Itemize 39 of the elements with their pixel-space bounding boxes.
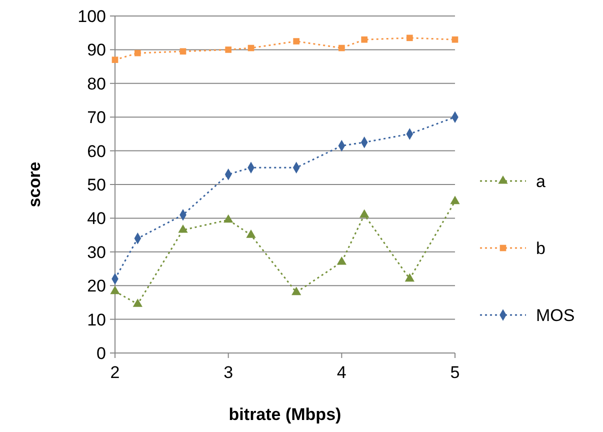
y-tick-label: 50 bbox=[87, 175, 106, 194]
y-tick-label: 70 bbox=[87, 108, 106, 128]
x-tick-label: 3 bbox=[224, 363, 234, 382]
point bbox=[178, 224, 188, 233]
point bbox=[406, 34, 413, 42]
y-tick-label: 20 bbox=[87, 276, 106, 296]
y-axis-title: score bbox=[25, 162, 44, 208]
y-tick-label: 40 bbox=[87, 209, 106, 228]
point bbox=[134, 50, 141, 56]
point bbox=[292, 286, 302, 296]
point bbox=[224, 214, 234, 223]
y-tick-label: 60 bbox=[87, 142, 106, 161]
y-tick-label: 100 bbox=[78, 6, 106, 26]
legend-label: b bbox=[536, 238, 546, 258]
point bbox=[225, 46, 232, 53]
point bbox=[248, 44, 254, 52]
point bbox=[338, 44, 345, 52]
point bbox=[180, 48, 186, 55]
legend-label: MOS bbox=[536, 306, 575, 325]
point bbox=[336, 256, 346, 265]
y-tick-label: 30 bbox=[87, 242, 106, 262]
point bbox=[132, 298, 142, 307]
y-tick-label: 80 bbox=[87, 74, 106, 94]
point bbox=[452, 36, 458, 43]
x-axis-title: bitrate (Mbps) bbox=[228, 405, 342, 424]
point bbox=[360, 209, 370, 218]
point bbox=[404, 273, 414, 282]
point bbox=[293, 38, 300, 44]
point bbox=[246, 230, 256, 238]
legend-label: a bbox=[536, 172, 546, 191]
x-tick-label: 5 bbox=[450, 363, 460, 382]
y-tick-label: 0 bbox=[96, 344, 106, 363]
x-tick-label: 4 bbox=[336, 363, 346, 382]
point bbox=[112, 56, 118, 63]
point bbox=[361, 36, 368, 43]
point bbox=[450, 196, 460, 204]
y-tick-label: 90 bbox=[87, 40, 106, 60]
x-tick-label: 2 bbox=[110, 363, 120, 382]
y-tick-label: 10 bbox=[87, 310, 106, 330]
